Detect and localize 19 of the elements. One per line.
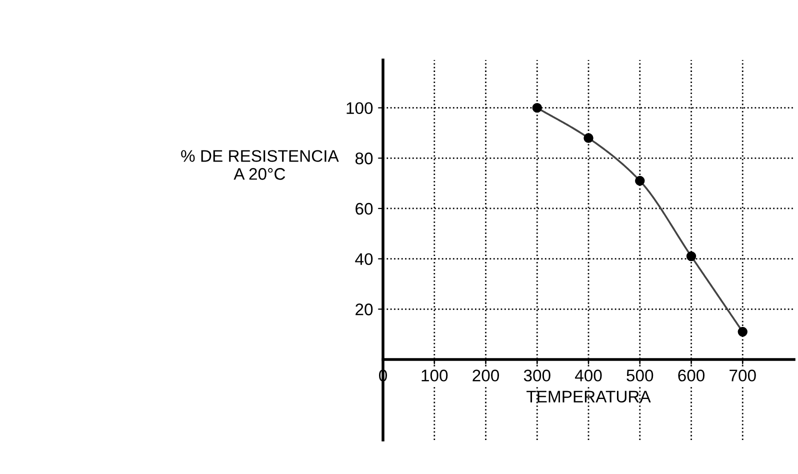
x-tick-label: 400 [574,370,602,382]
y-tick-label: 60 [356,202,373,215]
y-axis-title: % DE RESISTENCIA A 20°C [181,150,339,180]
x-tick-label: 700 [730,370,756,382]
x-tick-label: 200 [472,370,500,382]
point [584,133,594,143]
y-tick-label: 100 [346,102,373,114]
x-tick-label: 300 [524,370,550,382]
x-tick-label: 100 [422,370,448,382]
x-tick-label: 600 [678,370,705,382]
point [738,326,748,337]
y-tick-label: 80 [355,152,373,164]
point [635,176,645,186]
point [532,102,542,113]
x-tick-label: 500 [626,370,654,382]
y-tick-label: 20 [356,304,373,316]
x-axis-title: TEMPERATURA [526,390,651,403]
point [686,251,696,262]
y-tick-label: 40 [355,253,373,266]
